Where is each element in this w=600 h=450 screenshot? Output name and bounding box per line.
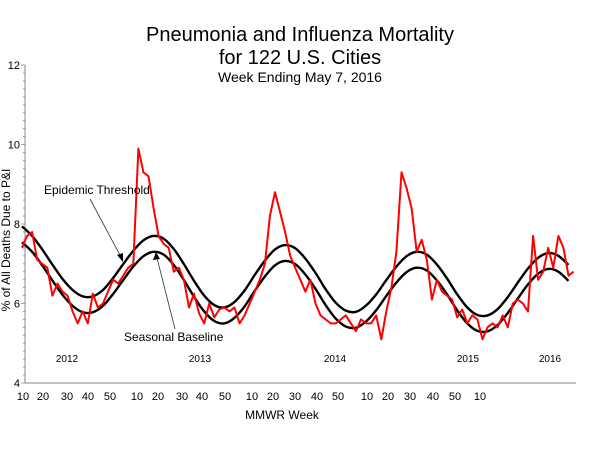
x-tick-label: 20 bbox=[152, 391, 164, 403]
axes bbox=[24, 65, 576, 384]
x-tick-label: 10 bbox=[17, 391, 29, 403]
x-axis-label: MMWR Week bbox=[245, 408, 320, 422]
series-line-pi-mortality bbox=[21, 147, 575, 341]
epidemic-threshold-label: Epidemic Threshold bbox=[44, 183, 150, 197]
chart-subtitle: Week Ending May 7, 2016 bbox=[218, 69, 382, 85]
annotation-seasonal-baseline: Seasonal Baseline bbox=[124, 252, 224, 344]
year-label: 2016 bbox=[539, 354, 562, 365]
series-lines bbox=[21, 147, 575, 341]
year-label: 2012 bbox=[56, 354, 79, 365]
y-axis-label: % of All Deaths Due to P&I bbox=[0, 169, 13, 312]
x-tick-label: 20 bbox=[382, 391, 394, 403]
x-tick-label: 50 bbox=[332, 391, 344, 403]
x-tick-label: 40 bbox=[311, 391, 323, 403]
x-tick-label: 20 bbox=[37, 391, 49, 403]
x-tick-label: 10 bbox=[131, 391, 143, 403]
y-tick-label: 12 bbox=[8, 60, 20, 72]
year-label: 2015 bbox=[457, 354, 480, 365]
x-tick-label: 50 bbox=[104, 391, 116, 403]
y-tick-label: 8 bbox=[14, 219, 20, 231]
arrowhead-icon bbox=[117, 253, 123, 262]
seasonal-baseline-arrow bbox=[156, 257, 176, 330]
chart-title-line2: for 122 U.S. Cities bbox=[219, 47, 381, 69]
year-label: 2014 bbox=[324, 354, 347, 365]
y-tick-labels: 4 6 8 10 12 bbox=[8, 60, 20, 390]
year-labels: 2012 2013 2014 2015 2016 bbox=[56, 354, 562, 365]
x-tick-label: 50 bbox=[449, 391, 461, 403]
x-tick-label: 10 bbox=[361, 391, 373, 403]
x-tick-label: 30 bbox=[61, 391, 73, 403]
x-tick-label: 40 bbox=[82, 391, 94, 403]
x-tick-label: 30 bbox=[176, 391, 188, 403]
x-tick-label: 50 bbox=[219, 391, 231, 403]
x-tick-label: 30 bbox=[404, 391, 416, 403]
seasonal-baseline-label: Seasonal Baseline bbox=[124, 330, 224, 344]
series-line-seasonal-baseline bbox=[21, 241, 570, 334]
x-tick-label: 40 bbox=[427, 391, 439, 403]
epidemic-threshold-arrow bbox=[89, 198, 122, 258]
x-tick-label: 40 bbox=[196, 391, 208, 403]
x-tick-label: 10 bbox=[474, 391, 486, 403]
x-tick-label: 20 bbox=[267, 391, 279, 403]
x-tick-label: 30 bbox=[289, 391, 301, 403]
annotation-epidemic-threshold: Epidemic Threshold bbox=[44, 183, 150, 262]
y-tick-label: 10 bbox=[8, 140, 20, 152]
y-minor-ticks bbox=[21, 64, 25, 384]
chart-title: Pneumonia and Influenza Mortality bbox=[146, 24, 454, 46]
y-tick-label: 6 bbox=[14, 299, 20, 311]
x-tick-label: 10 bbox=[246, 391, 258, 403]
year-label: 2013 bbox=[189, 354, 212, 365]
series-line-epidemic-threshold bbox=[21, 225, 570, 318]
arrowhead-icon bbox=[153, 252, 160, 260]
x-tick-labels: 10 20 30 40 50 10 20 30 40 50 10 20 30 40 50 10 20 30 40 50… bbox=[17, 391, 486, 403]
y-tick-label: 4 bbox=[14, 378, 20, 390]
